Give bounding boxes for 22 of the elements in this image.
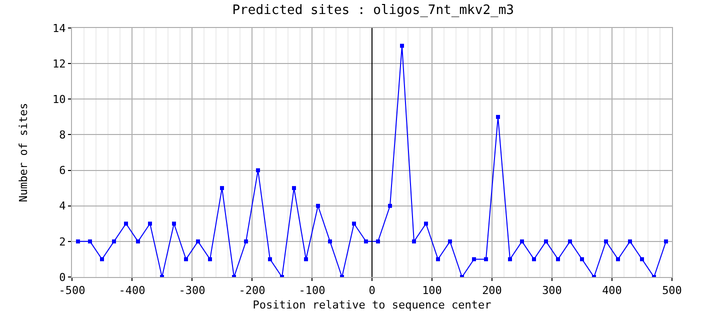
y-tick-label: 8 (59, 128, 66, 142)
chart-title: Predicted sites : oligos_7nt_mkv2_m3 (232, 3, 514, 18)
y-tick-label: 6 (59, 164, 66, 178)
y-tick-label: 10 (52, 92, 66, 106)
x-tick-label: -100 (298, 284, 326, 298)
y-tick-label: 12 (52, 57, 66, 70)
x-axis-title: Position relative to sequence center (252, 298, 492, 312)
y-tick-label: 4 (59, 200, 66, 213)
y-tick-label: 2 (59, 235, 66, 248)
x-tick-label: -200 (238, 284, 266, 298)
x-tick-label: 200 (482, 284, 502, 298)
x-tick-label: 500 (662, 284, 682, 298)
x-tick-label: -300 (178, 284, 206, 298)
y-tick-label: 0 (59, 270, 66, 284)
x-tick-label: 300 (542, 284, 562, 298)
x-tick-label: -400 (118, 284, 146, 298)
y-tick-label: 14 (52, 22, 66, 35)
x-tick-label: 400 (602, 284, 622, 298)
x-tick-label: -500 (58, 284, 86, 298)
y-axis-title: Number of sites (17, 102, 30, 202)
x-tick-label: 0 (368, 284, 376, 298)
x-tick-label: 100 (422, 284, 442, 298)
